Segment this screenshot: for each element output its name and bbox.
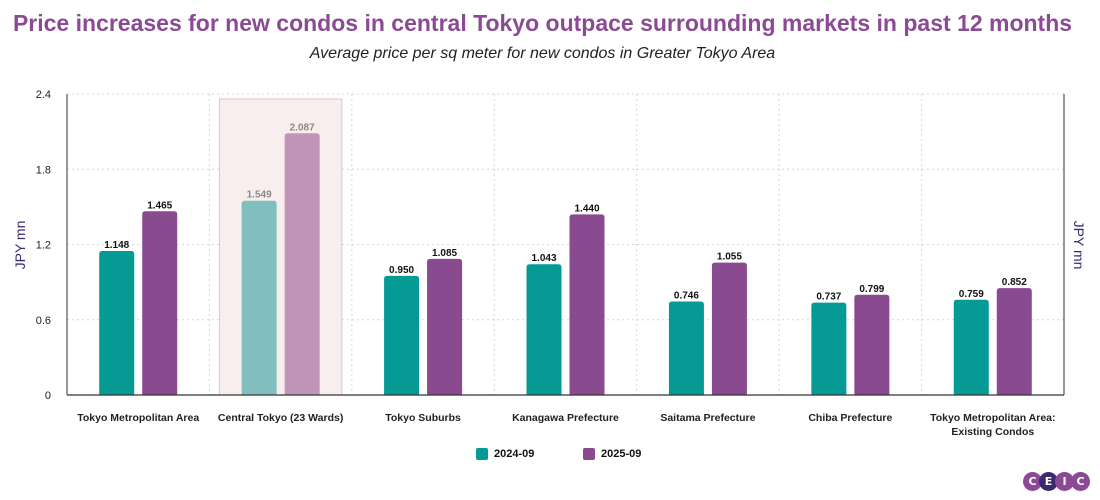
x-category-label: Tokyo Suburbs [385,412,461,424]
chart-title: Price increases for new condos in centra… [12,10,1073,36]
x-category-label: Central Tokyo (23 Wards) [218,412,343,424]
bar-2025-09-4 [711,262,747,395]
axes [66,94,1065,396]
value-label: 1.148 [104,240,129,251]
legend: 2024-09 2025-09 [0,448,1100,466]
value-label: 0.950 [389,265,414,276]
logo-letter: C [1071,472,1090,491]
value-labels: 1.148 1.465 1.549 2.087 0.950 1.085 1.043 1.440… [104,122,1027,302]
y-tick-label: 1.2 [36,240,51,252]
value-label: 1.549 [247,190,272,201]
value-label: 0.852 [1002,277,1027,288]
x-category-label: Tokyo Metropolitan Area [77,412,199,424]
bar-2024-09-4 [668,301,704,395]
chart-subtitle: Average price per sq meter for new condo… [309,45,776,62]
legend-label-2025: 2025-09 [601,448,642,460]
legend-item-2025: 2025-09 [583,448,641,460]
x-category-label: Chiba Prefecture [808,412,892,424]
value-label: 2.087 [290,122,315,133]
bar-2024-09-3 [526,264,562,395]
value-label: 0.759 [959,289,984,300]
y-axis-label-right: JPY mn [1071,221,1087,270]
value-label: 1.043 [531,253,556,264]
logo-letter: E [1039,472,1058,491]
bar-2025-09-0 [142,211,178,395]
highlight-region [218,98,343,396]
value-label: 0.799 [859,284,884,295]
bar-chart: 1.148 1.465 1.549 2.087 0.950 1.085 1.043 1.440… [12,89,1087,438]
y-tick-label: 2.4 [36,89,51,101]
bar-2025-09-1 [284,133,320,395]
highlight-box [218,98,343,396]
bar-2025-09-5 [854,294,890,395]
y-tick-label: 0.6 [36,315,51,327]
y-tick-label: 1.8 [36,164,51,176]
legend-swatch-2024 [476,448,488,460]
bar-2025-09-2 [427,258,463,395]
value-label: 1.465 [147,200,172,211]
value-label: 1.440 [574,203,599,214]
bar-2024-09-1 [241,200,277,395]
bar-2024-09-0 [99,251,135,395]
legend-label-2024: 2024-09 [494,448,535,460]
gridlines [67,93,1064,395]
y-tick-labels: 0 0.6 1.2 1.8 2.4 [36,89,51,402]
y-axis-label-left: JPY mn [12,221,28,270]
legend-swatch-2025 [583,448,595,460]
value-label: 1.085 [432,248,457,259]
x-category-label: Tokyo Metropolitan Area: [930,412,1055,424]
legend-item-2024: 2024-09 [476,448,534,460]
x-category-label: Kanagawa Prefecture [512,412,619,424]
value-label: 1.055 [717,252,742,263]
x-category-label: Saitama Prefecture [660,412,755,424]
logo-letter: I [1055,472,1074,491]
bar-2025-09-6 [996,288,1032,395]
value-label: 0.737 [816,292,841,303]
bar-2024-09-2 [384,275,420,395]
logo-letter: C [1023,472,1042,491]
x-category-label: Existing Condos [951,426,1034,438]
bar-2025-09-3 [569,214,605,395]
bar-2024-09-6 [953,299,989,395]
y-tick-label: 0 [45,390,51,402]
bars [99,133,1032,395]
value-label: 0.746 [674,290,699,301]
bar-2024-09-5 [811,302,847,395]
x-category-labels: Tokyo Metropolitan Area Central Tokyo (23… [77,412,1055,438]
